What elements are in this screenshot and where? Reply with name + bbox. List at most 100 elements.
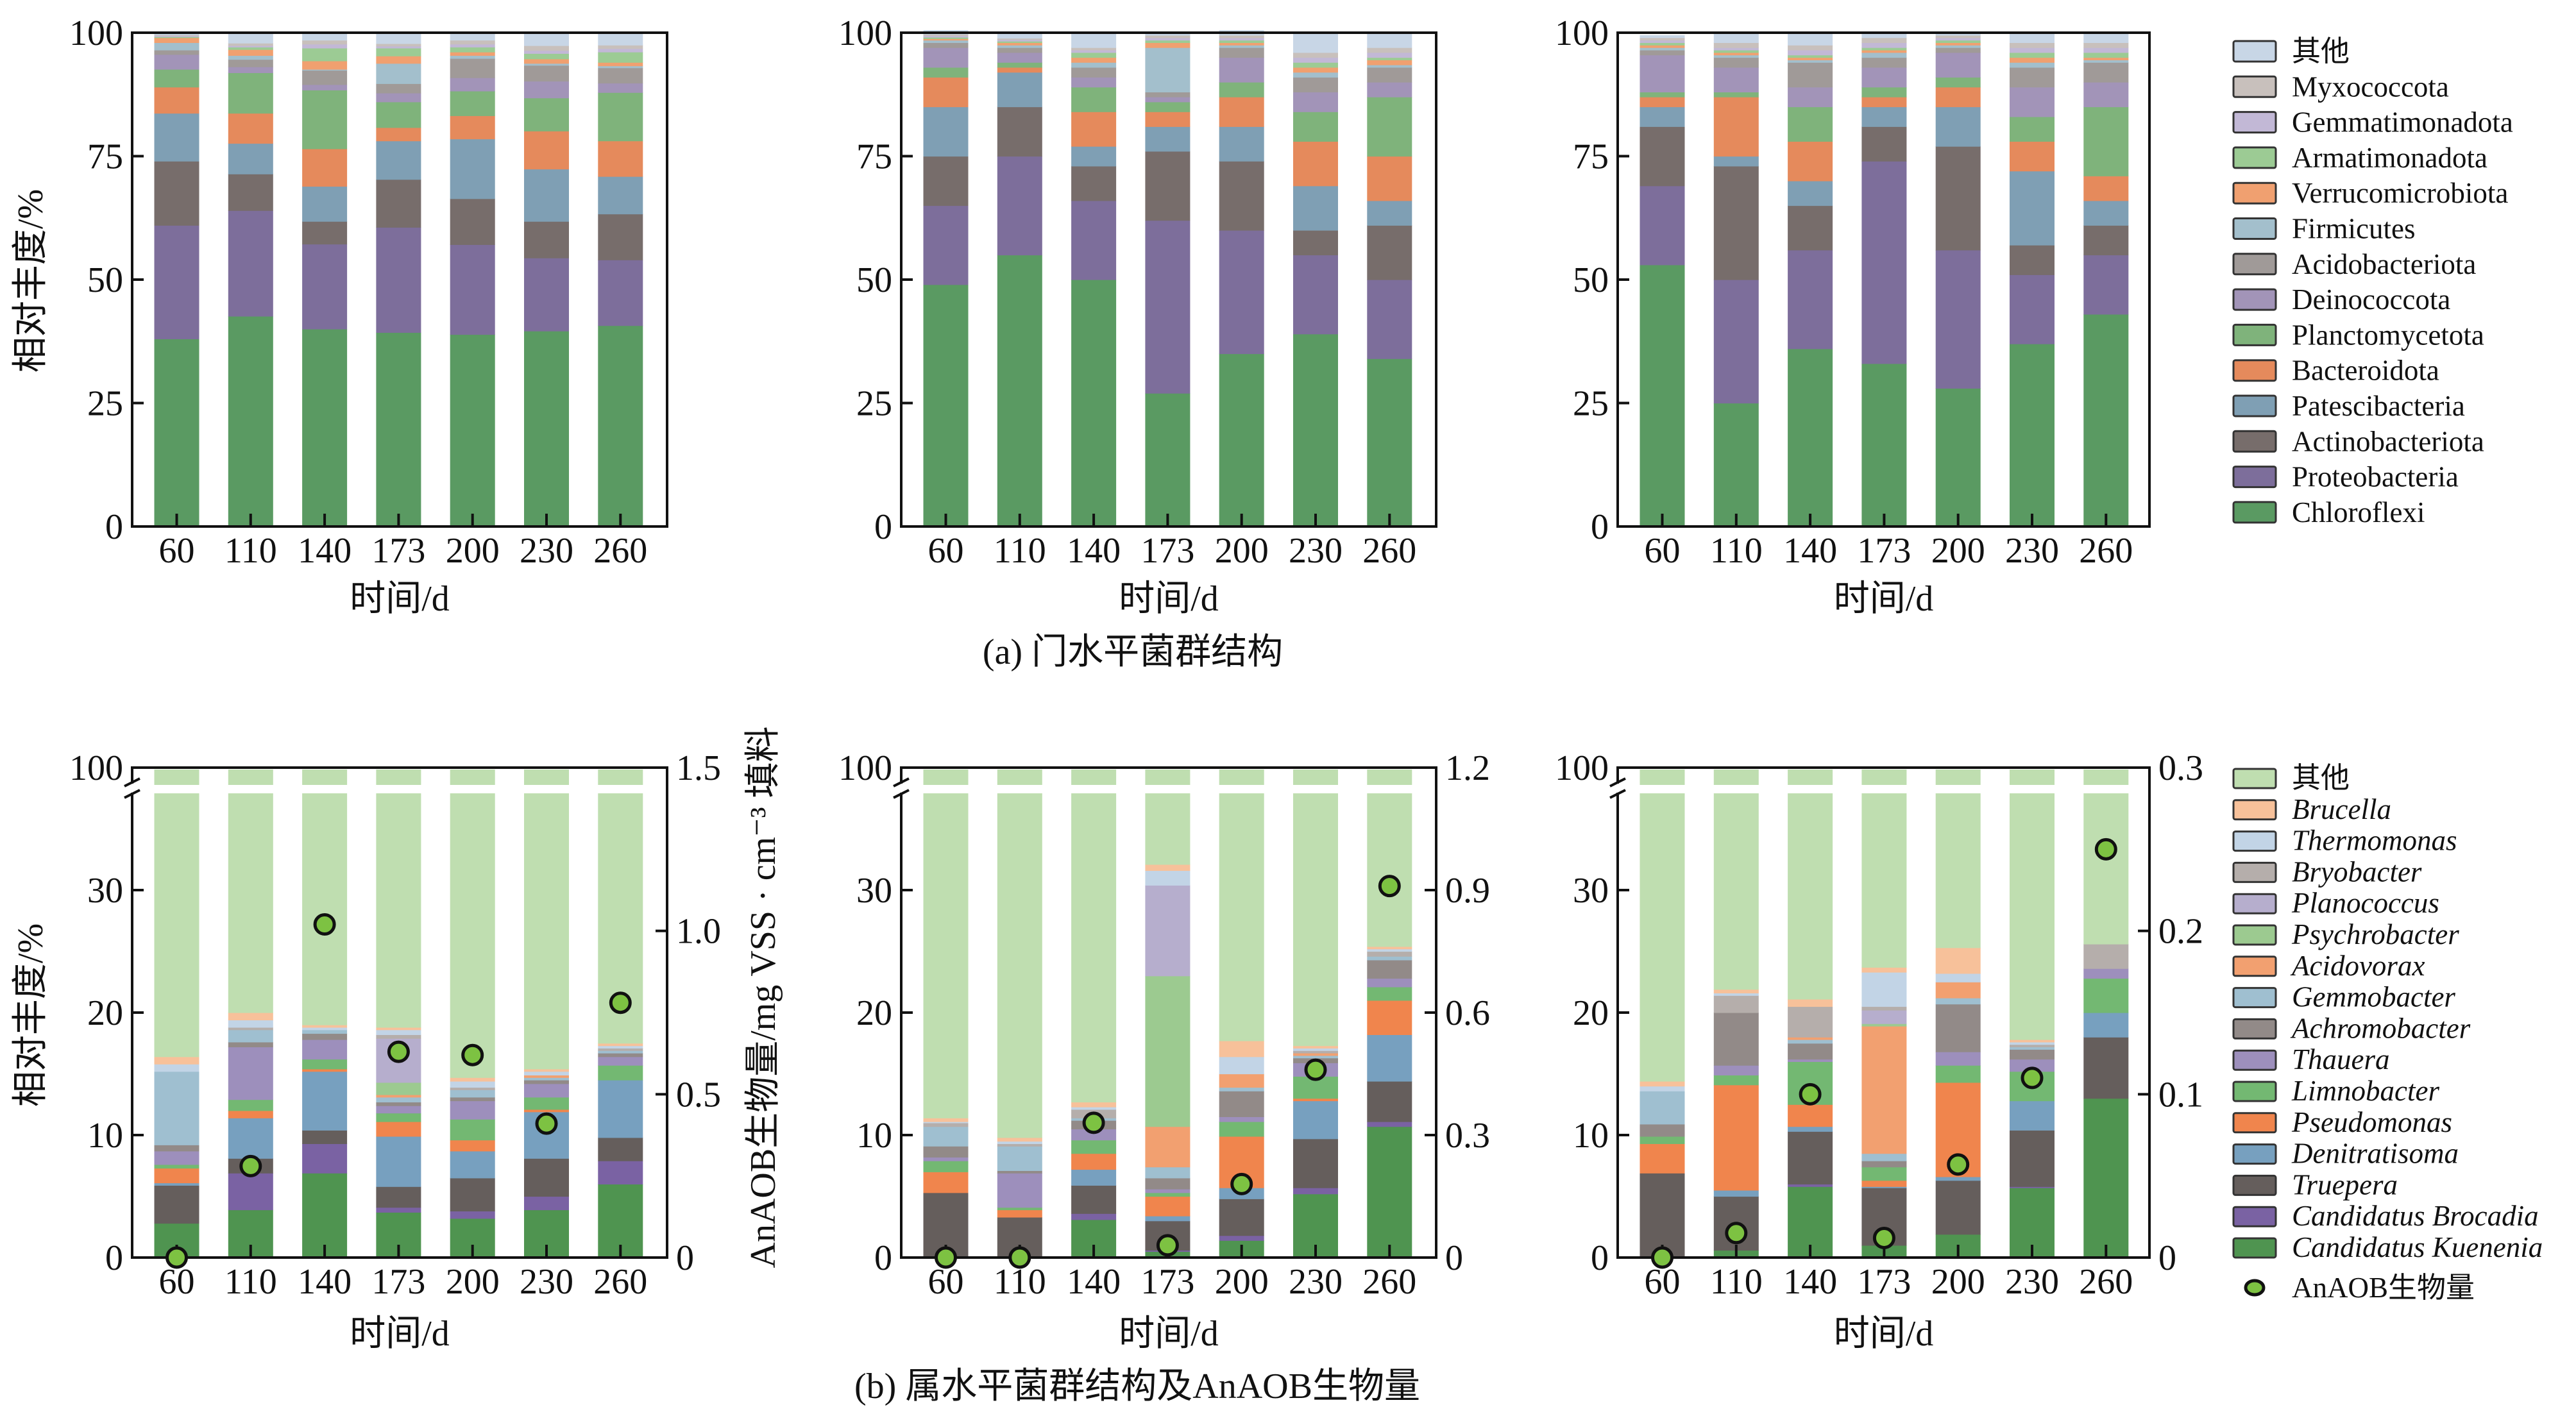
bar-segment-acidobacteriota <box>450 58 495 78</box>
bar-segment-brucella <box>1935 947 1981 974</box>
legend-phylum: 其他 MyxococcotaGemmatimonadotaArmatimonado… <box>2232 35 2513 528</box>
bar-segment-proteobacteria <box>997 156 1042 256</box>
bar-segment-other <box>997 793 1042 1138</box>
bar-segment-proteobacteria <box>923 205 969 285</box>
x-axis-label: 时间/d <box>350 579 450 619</box>
chart-panel-phylum-1: 60 110 140 173 200 230 260 0 25 50 75 100 时间/d <box>69 13 668 619</box>
bar-segment-thauera <box>997 1173 1042 1208</box>
bar-segment-limnobacter <box>997 1207 1042 1211</box>
bar-segment-other <box>1367 793 1412 947</box>
bar-segment-myxococcota <box>598 45 643 49</box>
bar-segment-myxococcota <box>1145 35 1191 38</box>
bar-segment-patescibacteria <box>1861 106 1907 127</box>
bar-segment-patescibacteria <box>302 186 348 222</box>
bar-segment-denitratisoma <box>376 1136 421 1187</box>
bar-segment-other <box>376 793 421 1028</box>
bar-segment-verrucomicrobiota <box>2010 57 2055 63</box>
bar-segment-patescibacteria <box>228 143 273 174</box>
bar-segment-pseudomonas <box>1367 1000 1412 1035</box>
bar-segment-achromobacter <box>1640 1124 1685 1137</box>
bar-segment-other-upper <box>1367 770 1412 785</box>
bar-segment-bryobacter <box>1293 1050 1338 1054</box>
legend-label: Candidatus Kuenenia <box>2292 1231 2543 1263</box>
anaob-biomass-point <box>239 1154 262 1177</box>
bar-segment-myxococcota <box>1713 42 1759 48</box>
bar-segment-other-upper <box>1713 770 1759 785</box>
bar-segment-denitratisoma <box>1788 1126 1833 1132</box>
bar-segment-other <box>1071 793 1117 1103</box>
bar-segment-bacteroidota <box>1367 156 1412 201</box>
bar-segment-achromobacter <box>1788 1043 1833 1060</box>
legend-swatch <box>2232 1206 2277 1227</box>
bar-segment-armatimonadota <box>997 41 1042 43</box>
bar-segment-gemmobacter <box>1935 998 1981 1005</box>
y-tick-label: 0 <box>1591 507 1609 547</box>
bar-segment-planctomycetota <box>228 72 273 114</box>
bar-segment-gemmatimonadota <box>2010 47 2055 53</box>
bar-segment-bacteroidota <box>376 127 421 142</box>
bar-segment-acidovorax <box>1219 1074 1264 1088</box>
bar-segment-patescibacteria <box>923 106 969 157</box>
legend-item-acidobacteriota: Acidobacteriota <box>2232 248 2476 280</box>
bar-segment-firmicutes <box>1367 65 1412 68</box>
bar-segment-thermomonas <box>997 1141 1042 1144</box>
bar-segment-thermomonas <box>154 1064 199 1072</box>
anaob-biomass-point <box>1082 1111 1105 1134</box>
bar-segment-bryobacter <box>2083 944 2129 969</box>
legend-swatch <box>2232 924 2277 946</box>
bar-segment-limnobacter <box>1367 986 1412 1001</box>
bar-segment-verrucomicrobiota <box>154 37 199 43</box>
y2-tick-label: 0.3 <box>1445 1116 1490 1156</box>
legend-swatch <box>2232 768 2277 789</box>
axis-break-mark <box>893 777 910 787</box>
bar-segment-bacteroidota <box>997 67 1042 73</box>
bar-segment-acidobacteriota <box>524 65 569 82</box>
bar-segment-other <box>1219 793 1264 1041</box>
bar-segment-denitratisoma <box>450 1150 495 1179</box>
bar-segment-firmicutes <box>1219 45 1264 48</box>
bar-segment-thauera <box>1935 1052 1981 1066</box>
y-tick-label: 25 <box>856 384 892 424</box>
anaob-biomass-point <box>1799 1082 1822 1106</box>
bar-segment-myxococcota <box>1640 37 1685 41</box>
legend-label: Thauera <box>2292 1043 2390 1075</box>
bar-segment-other <box>228 793 273 1013</box>
legend-label: Thermomonas <box>2292 825 2457 857</box>
bar-segment-thermomonas <box>1713 993 1759 996</box>
y2-tick-label: 0 <box>2158 1238 2176 1278</box>
bar-segment-pseudomonas <box>1071 1153 1117 1170</box>
bar-segment-limnobacter <box>524 1097 569 1110</box>
bar-segment-verrucomicrobiota <box>1713 52 1759 56</box>
bar-segment-acidovorax <box>1293 1053 1338 1056</box>
bar-segment-gemmatimonadota <box>228 46 273 47</box>
bar-segment-myxococcota <box>524 46 569 51</box>
bar-segment-planctomycetota <box>1071 87 1117 112</box>
bar-segment-candidatus-brocadia <box>1219 1235 1264 1241</box>
bar-segment-myxococcota <box>376 43 421 47</box>
bar-segment-firmicutes <box>1861 52 1907 58</box>
anaob-biomass-point <box>1230 1172 1253 1195</box>
bar-segment-bryobacter <box>598 1048 643 1051</box>
x-tick-label: 200 <box>1931 531 1985 571</box>
y-tick-label: 30 <box>856 871 892 911</box>
legend-label: Verrucomicrobiota <box>2292 177 2508 209</box>
bar-segment-other-upper <box>1071 770 1117 785</box>
bar-segment-gemmatimonadota <box>1219 37 1264 41</box>
x-tick-label: 260 <box>1362 1262 1416 1302</box>
bar-segment-actinobacteriota <box>997 106 1042 157</box>
y-tick-label: 20 <box>1573 993 1609 1033</box>
bar-segment-firmicutes <box>1788 60 1833 63</box>
legend-item-candidatus-kuenenia: Candidatus Kuenenia <box>2232 1231 2543 1263</box>
x-tick-label: 173 <box>371 1262 425 1302</box>
x-tick-label: 140 <box>1783 531 1837 571</box>
bar-segment-gemmatimonadota <box>1935 37 1981 41</box>
y2-tick-label: 0.1 <box>2158 1075 2203 1115</box>
bar-segment-armatimonadota <box>2010 52 2055 58</box>
bar-segment-verrucomicrobiota <box>1935 42 1981 46</box>
bar-segment-bacteroidota <box>1861 97 1907 108</box>
bar-segment-deinococcota <box>1861 67 1907 88</box>
bar-segment-gemmatimonadota <box>1640 40 1685 43</box>
bar-segment-achromobacter <box>1861 1161 1907 1168</box>
bar-segment-bacteroidota <box>1219 97 1264 127</box>
